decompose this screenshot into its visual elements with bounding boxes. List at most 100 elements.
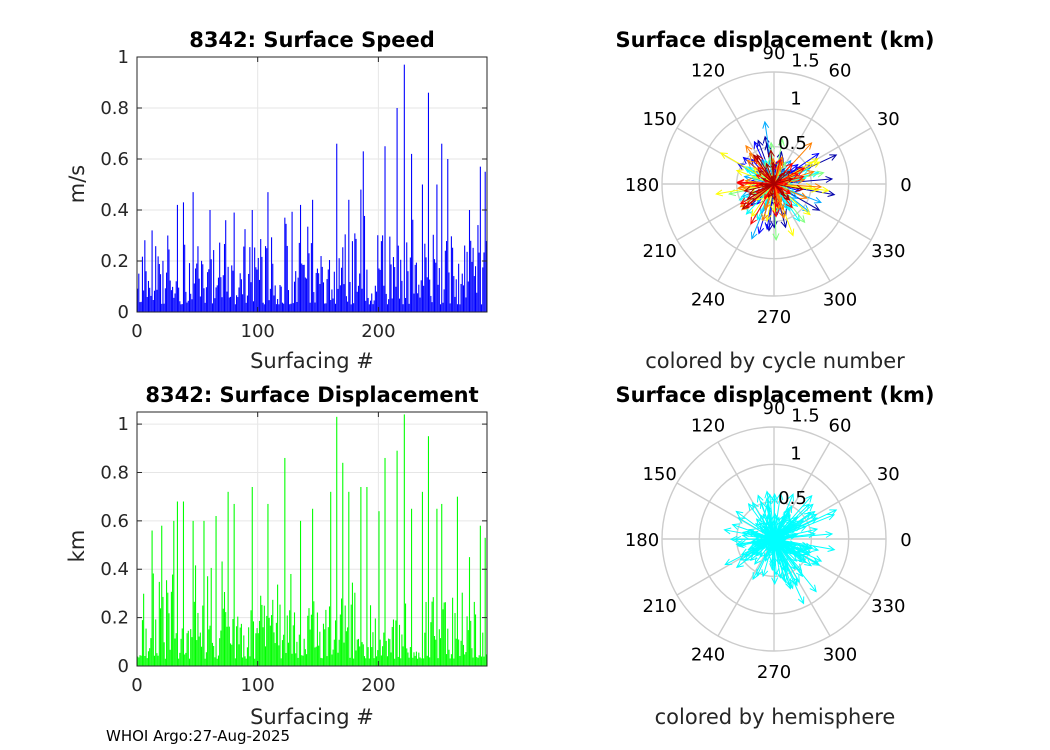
bar bbox=[414, 655, 416, 666]
bar bbox=[345, 296, 347, 312]
bar bbox=[418, 284, 420, 312]
bar bbox=[318, 273, 320, 312]
arrow-head bbox=[750, 216, 757, 225]
bar bbox=[339, 285, 341, 312]
bar bbox=[168, 613, 170, 666]
arrow-head bbox=[829, 509, 838, 516]
bar bbox=[257, 257, 259, 312]
bar bbox=[396, 108, 398, 312]
bar bbox=[213, 250, 215, 312]
bar bbox=[432, 597, 434, 666]
bar bbox=[246, 295, 248, 312]
bar bbox=[208, 629, 210, 666]
arrow-head bbox=[825, 175, 834, 183]
bar bbox=[139, 302, 141, 312]
bar bbox=[210, 259, 212, 312]
bar bbox=[204, 658, 206, 666]
bar bbox=[436, 184, 438, 312]
bar bbox=[421, 184, 423, 312]
arrow-head bbox=[784, 182, 789, 186]
theta-label: 90 bbox=[763, 43, 786, 64]
bar bbox=[481, 304, 483, 312]
arrow-head bbox=[775, 570, 783, 579]
displacement-arrow bbox=[773, 516, 778, 540]
bar bbox=[439, 304, 442, 312]
polar-hemisphere-title: Surface displacement (km) bbox=[615, 383, 934, 407]
bar bbox=[402, 646, 404, 666]
arrow-head bbox=[798, 556, 807, 564]
bar bbox=[390, 652, 392, 666]
bar bbox=[464, 654, 466, 666]
bar bbox=[163, 642, 165, 666]
arrow-head bbox=[765, 519, 771, 526]
arrow-head bbox=[785, 541, 792, 546]
arrow-head bbox=[821, 186, 830, 194]
bar bbox=[234, 304, 236, 312]
arrow-head bbox=[814, 183, 823, 191]
arrow-head bbox=[785, 189, 791, 195]
bar bbox=[145, 628, 147, 666]
displacement-arrow bbox=[773, 538, 805, 604]
bar bbox=[268, 617, 270, 666]
bar bbox=[203, 288, 205, 312]
bar bbox=[328, 606, 331, 666]
bar bbox=[214, 657, 216, 666]
y-tick-label: 0.4 bbox=[100, 200, 129, 221]
bar bbox=[176, 204, 178, 312]
bar bbox=[333, 639, 335, 666]
bar bbox=[173, 520, 175, 666]
bar bbox=[267, 192, 269, 312]
bar bbox=[205, 287, 207, 312]
speed-chart-title: 8342: Surface Speed bbox=[189, 28, 435, 52]
bar bbox=[187, 300, 189, 312]
arrow-head bbox=[790, 526, 799, 533]
bar bbox=[384, 457, 386, 666]
speed-x-label: Surfacing # bbox=[250, 349, 374, 373]
bar bbox=[442, 302, 444, 312]
displacement-arrow bbox=[773, 174, 782, 185]
bar bbox=[472, 247, 474, 312]
bar bbox=[425, 257, 427, 312]
bar bbox=[286, 245, 288, 312]
bar bbox=[456, 496, 458, 666]
bar bbox=[178, 287, 180, 312]
bar bbox=[321, 658, 323, 666]
bar bbox=[245, 658, 247, 666]
displacement-arrow bbox=[773, 175, 776, 185]
r-tick-label: 1.5 bbox=[791, 406, 820, 427]
bar bbox=[226, 626, 228, 666]
bar bbox=[448, 649, 450, 666]
bar bbox=[324, 303, 326, 312]
arrow-head bbox=[789, 554, 798, 562]
bar bbox=[159, 274, 162, 312]
y-tick-label: 0 bbox=[118, 656, 129, 677]
bar bbox=[466, 616, 468, 666]
bar bbox=[345, 631, 347, 666]
bar bbox=[363, 215, 366, 312]
r-tick-label: 0.5 bbox=[778, 133, 807, 154]
arrow-head bbox=[776, 544, 779, 548]
bar bbox=[256, 269, 258, 312]
bar bbox=[250, 282, 252, 312]
bar bbox=[190, 629, 192, 666]
theta-label: 0 bbox=[900, 175, 911, 196]
arrow-head bbox=[735, 510, 744, 518]
bar bbox=[271, 615, 273, 666]
y-tick-label: 1 bbox=[118, 414, 129, 435]
bar bbox=[471, 648, 473, 666]
polar-hemisphere-labels: 0 30 60 90 120 150 180 210 240 270 300 330 0.5 1 1.5 bbox=[625, 398, 912, 683]
bar bbox=[378, 511, 380, 666]
bar bbox=[337, 652, 339, 666]
polar-hemisphere-chart: Surface displacement (km) 0 30 60 90 120 150 1… bbox=[615, 383, 934, 729]
bar bbox=[220, 630, 222, 666]
arrow-head bbox=[811, 545, 820, 553]
bar bbox=[353, 303, 355, 312]
bar bbox=[336, 143, 338, 312]
arrow-head bbox=[751, 209, 759, 218]
bar bbox=[254, 247, 256, 312]
arrow-head bbox=[780, 191, 786, 197]
displacement-arrow bbox=[760, 529, 775, 540]
bar bbox=[211, 303, 213, 312]
bar bbox=[287, 290, 290, 312]
arrow-head bbox=[748, 188, 757, 196]
